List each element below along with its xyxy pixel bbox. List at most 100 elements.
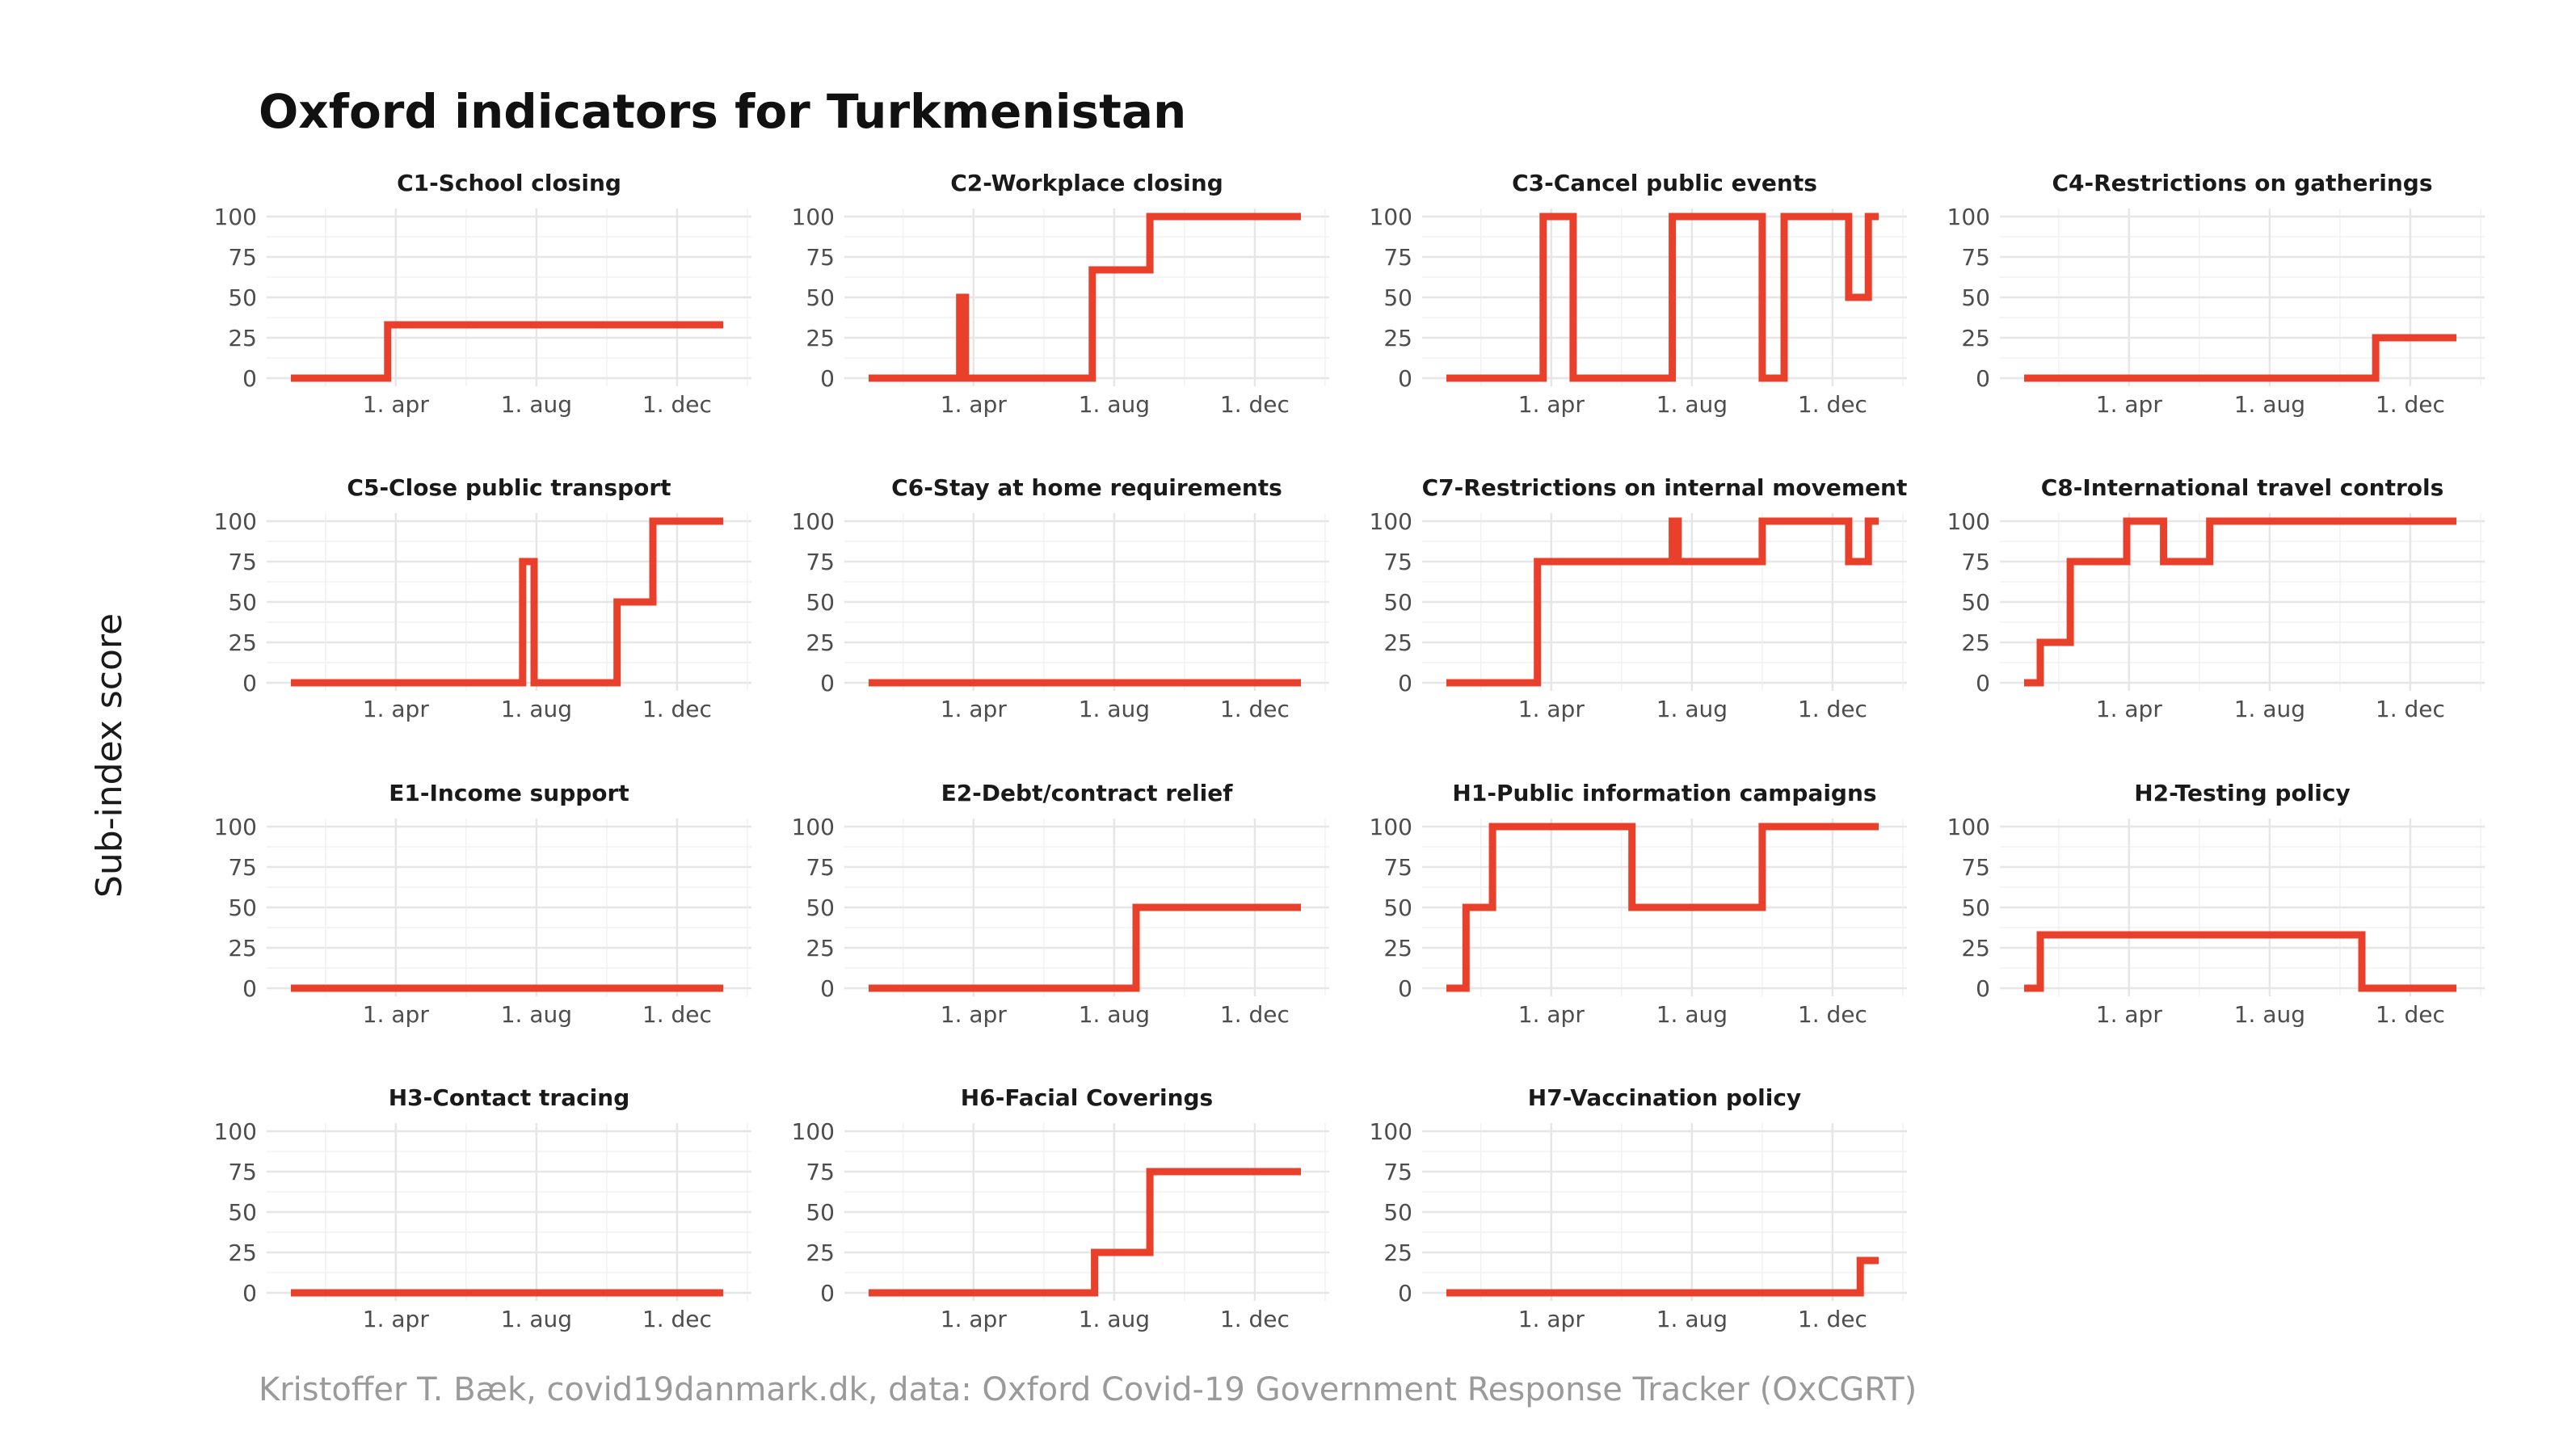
y-tick-label: 100 <box>214 508 257 535</box>
y-tick-label: 75 <box>1383 854 1412 881</box>
y-tick-label: 75 <box>228 854 257 881</box>
panel: 0 25 50 75 100 1. apr 1. aug 1. dec C3-Cancel pu… <box>1370 170 1907 418</box>
y-tick-label: 0 <box>1398 365 1412 392</box>
x-tick-label: 1. aug <box>2234 696 2305 722</box>
x-tick-label: 1. apr <box>2096 1001 2163 1028</box>
y-tick-label: 100 <box>1947 508 1990 535</box>
panel-title: H2-Testing policy <box>2134 780 2351 806</box>
panel: 0 25 50 75 100 1. apr 1. aug 1. dec E1-Income su… <box>214 780 751 1028</box>
x-tick-label: 1. aug <box>501 1001 572 1028</box>
y-tick-label: 50 <box>228 284 257 311</box>
x-tick-label: 1. dec <box>1220 1306 1290 1332</box>
series-line <box>869 903 1301 992</box>
panel: 0 25 50 75 100 1. apr 1. aug 1. dec C1-School cl… <box>214 170 751 418</box>
panel-title: E1-Income support <box>389 780 629 806</box>
y-tick-label: 0 <box>1976 365 1990 392</box>
y-tick-label: 100 <box>1947 814 1990 840</box>
x-tick-label: 1. dec <box>1798 696 1867 722</box>
y-tick-label: 25 <box>1383 325 1412 351</box>
series-line <box>2024 517 2456 687</box>
x-tick-label: 1. dec <box>2376 696 2445 722</box>
series-line <box>1446 823 1879 992</box>
y-tick-label: 0 <box>1976 670 1990 697</box>
y-tick-label: 25 <box>1961 325 1990 351</box>
y-tick-label: 25 <box>228 935 257 962</box>
panel: 0 25 50 75 100 1. apr 1. aug 1. dec H2-Testing p… <box>1947 780 2485 1028</box>
y-tick-label: 75 <box>806 854 835 881</box>
y-tick-label: 75 <box>228 549 257 575</box>
y-tick-label: 75 <box>1383 1159 1412 1185</box>
x-tick-label: 1. apr <box>2096 696 2163 722</box>
panel: 0 25 50 75 100 1. apr 1. aug 1. dec C4-Restricti… <box>1947 170 2485 418</box>
y-tick-label: 100 <box>1370 1118 1412 1145</box>
panel-title: C8-International travel controls <box>2041 474 2444 501</box>
y-tick-label: 100 <box>214 1118 257 1145</box>
panel: 0 25 50 75 100 1. apr 1. aug 1. dec C2-Workplace… <box>792 170 1329 418</box>
y-tick-label: 50 <box>806 1199 835 1226</box>
y-tick-label: 25 <box>1383 1239 1412 1266</box>
y-tick-label: 50 <box>1383 589 1412 616</box>
panel-title: H1-Public information campaigns <box>1452 780 1876 806</box>
y-tick-label: 0 <box>1398 975 1412 1002</box>
y-tick-label: 50 <box>806 284 835 311</box>
x-tick-label: 1. aug <box>1079 696 1150 722</box>
chart-title: Oxford indicators for Turkmenistan <box>259 84 1186 139</box>
panel-title: C6-Stay at home requirements <box>891 474 1282 501</box>
panel: 0 25 50 75 100 1. apr 1. aug 1. dec E2-Debt/cont… <box>792 780 1329 1028</box>
y-tick-label: 0 <box>242 365 257 392</box>
x-tick-label: 1. apr <box>363 696 430 722</box>
y-tick-label: 100 <box>1370 204 1412 230</box>
y-tick-label: 50 <box>1961 894 1990 921</box>
series-line <box>1446 213 1879 382</box>
y-tick-label: 50 <box>806 589 835 616</box>
series-line <box>1446 517 1879 687</box>
series-line <box>2024 931 2456 992</box>
panel: 0 25 50 75 100 1. apr 1. aug 1. dec H7-Vaccinati… <box>1370 1084 1907 1332</box>
x-tick-label: 1. dec <box>1798 1001 1867 1028</box>
x-tick-label: 1. apr <box>363 1306 430 1332</box>
y-tick-label: 0 <box>820 975 835 1002</box>
x-tick-label: 1. apr <box>941 1001 1008 1028</box>
x-tick-label: 1. apr <box>941 1306 1008 1332</box>
y-tick-label: 50 <box>228 589 257 616</box>
panel: 0 25 50 75 100 1. apr 1. aug 1. dec C6-Stay at h… <box>792 474 1329 722</box>
x-tick-label: 1. aug <box>1079 1306 1150 1332</box>
y-tick-label: 100 <box>214 814 257 840</box>
x-tick-label: 1. aug <box>2234 391 2305 418</box>
panel: 0 25 50 75 100 1. apr 1. aug 1. dec C7-Restricti… <box>1370 474 1908 722</box>
x-tick-label: 1. aug <box>2234 1001 2305 1028</box>
y-tick-label: 25 <box>228 629 257 656</box>
y-tick-label: 25 <box>1383 935 1412 962</box>
y-tick-label: 25 <box>806 935 835 962</box>
x-tick-label: 1. aug <box>1656 1306 1728 1332</box>
y-tick-label: 100 <box>792 814 835 840</box>
panel: 0 25 50 75 100 1. apr 1. aug 1. dec H1-Public in… <box>1370 780 1907 1028</box>
y-tick-label: 50 <box>1961 284 1990 311</box>
x-tick-label: 1. dec <box>2376 391 2445 418</box>
y-tick-label: 75 <box>806 1159 835 1185</box>
y-tick-label: 100 <box>1370 508 1412 535</box>
y-tick-label: 75 <box>1961 244 1990 271</box>
y-tick-label: 100 <box>792 204 835 230</box>
series-line <box>869 213 1301 382</box>
y-tick-label: 100 <box>1370 814 1412 840</box>
y-tick-label: 100 <box>792 508 835 535</box>
y-tick-label: 75 <box>1961 854 1990 881</box>
y-tick-label: 50 <box>1383 1199 1412 1226</box>
y-tick-label: 25 <box>228 325 257 351</box>
x-tick-label: 1. dec <box>642 1001 712 1028</box>
x-tick-label: 1. aug <box>501 1306 572 1332</box>
x-tick-label: 1. apr <box>941 696 1008 722</box>
y-tick-label: 0 <box>242 975 257 1002</box>
panel-title: C2-Workplace closing <box>950 170 1223 196</box>
y-tick-label: 75 <box>228 244 257 271</box>
x-tick-label: 1. aug <box>501 391 572 418</box>
y-tick-label: 25 <box>806 629 835 656</box>
x-tick-label: 1. dec <box>1220 391 1290 418</box>
x-tick-label: 1. dec <box>642 1306 712 1332</box>
panel-title: H6-Facial Coverings <box>961 1084 1213 1111</box>
y-tick-label: 25 <box>806 325 835 351</box>
series-line <box>2024 334 2456 382</box>
x-tick-label: 1. apr <box>2096 391 2163 418</box>
x-tick-label: 1. aug <box>501 696 572 722</box>
